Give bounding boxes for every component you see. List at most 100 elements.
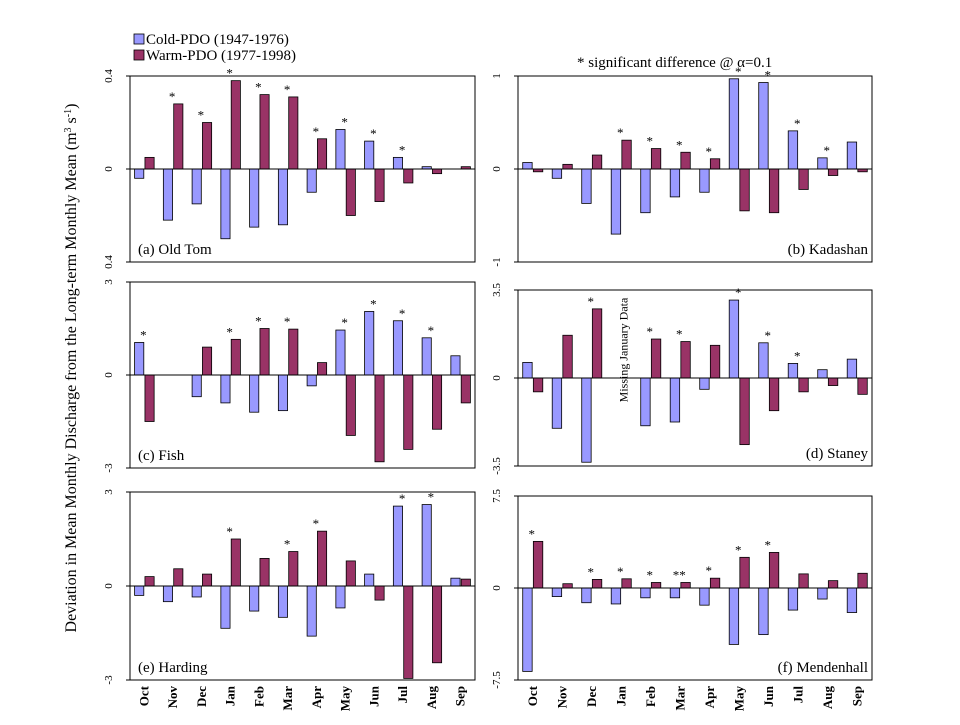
- significance-star: *: [647, 134, 654, 149]
- y-tick-label: -3: [103, 675, 115, 685]
- month-label-may: May: [338, 686, 353, 712]
- bar-cold-nov: [551, 168, 563, 179]
- y-tick-label: 0: [103, 583, 115, 589]
- bar-cold-dec: [581, 377, 592, 463]
- significance-star: *: [284, 537, 291, 552]
- bar-warm-jun: [768, 552, 780, 589]
- bar-cold-jun: [758, 587, 769, 636]
- significance-note: * significant difference @ α=0.1: [577, 55, 772, 71]
- bar-cold-dec: [581, 587, 592, 604]
- significance-star: *: [198, 108, 205, 123]
- y-tick-label: 0.4: [103, 69, 115, 83]
- missing-data-note: Missing January Data: [616, 297, 630, 402]
- panel-old-tom: * * * * * * * * * 0.4 0 0.4 (a) Old Tom: [103, 66, 476, 269]
- bar-warm-jul: [798, 168, 809, 190]
- month-label-jan: Jan: [613, 685, 628, 706]
- bar-cold-feb: [640, 377, 651, 427]
- bar-warm-may: [345, 168, 356, 216]
- bar-warm-aug: [432, 585, 443, 664]
- significance-star: *: [313, 124, 320, 139]
- bar-warm-aug: [827, 168, 839, 176]
- bar-warm-mar: [680, 582, 691, 589]
- bar-warm-dec: [591, 579, 603, 589]
- bar-warm-dec: [591, 308, 603, 379]
- bar-cold-jul: [787, 363, 799, 379]
- y-tick-label: -7.5: [491, 671, 503, 689]
- bar-warm-may: [345, 374, 356, 436]
- panel-label: (a) Old Tom: [138, 242, 212, 258]
- y-tick-label: 0: [491, 585, 503, 591]
- significance-star: *: [617, 125, 624, 140]
- significance-star: *: [370, 126, 377, 141]
- significance-star: *: [765, 68, 772, 83]
- bar-warm-jun: [374, 585, 385, 601]
- bar-warm-jan: [230, 538, 241, 587]
- bar-warm-jul: [798, 573, 809, 589]
- bar-warm-nov: [562, 583, 573, 589]
- significance-star: *: [226, 324, 233, 339]
- month-label-feb: Feb: [643, 686, 658, 707]
- bar-cold-dec: [191, 585, 202, 598]
- bar-warm-sep: [460, 374, 471, 404]
- bar-cold-may: [728, 299, 740, 379]
- panels: **** *****0.400.4(a) Old Tom** * ** ***10-1(…: [103, 64, 873, 712]
- y-tick-label: 0: [103, 166, 115, 172]
- bar-warm-jul: [403, 168, 414, 184]
- bar-warm-apr: [709, 158, 721, 170]
- month-label-dec: Dec: [194, 686, 209, 707]
- y-tick-label: -1: [491, 257, 503, 266]
- bar-cold-jul: [392, 505, 403, 587]
- significance-star: *: [735, 542, 742, 557]
- bar-cold-jul: [787, 587, 799, 611]
- panel-label: (c) Fish: [138, 448, 185, 464]
- bar-cold-jan: [220, 585, 231, 629]
- bar-warm-jan: [230, 338, 241, 376]
- significance-star: *: [617, 564, 624, 579]
- bar-warm-oct: [144, 576, 155, 587]
- bar-warm-oct: [532, 540, 544, 589]
- significance-star: *: [588, 564, 595, 579]
- significance-star: *: [341, 114, 348, 129]
- significance-star: *: [794, 348, 801, 363]
- bar-cold-jun: [364, 573, 375, 587]
- y-tick-label: 3.5: [491, 283, 503, 297]
- y-tick-label: 0: [491, 375, 503, 381]
- bar-cold-oct: [522, 587, 533, 672]
- significance-star: *: [313, 516, 320, 531]
- bar-cold-apr: [699, 168, 710, 193]
- y-tick-label: -3: [103, 463, 115, 473]
- panel-staney: * * * * * * 3.5 0 -3.5 (d) Staney Missing January …: [491, 283, 873, 475]
- bar-warm-apr: [317, 362, 328, 376]
- bar-cold-sep: [846, 358, 858, 379]
- bar-warm-sep: [460, 578, 471, 587]
- significance-star: *: [824, 143, 831, 158]
- bar-warm-may: [739, 168, 750, 212]
- bar-cold-jul: [392, 156, 403, 170]
- significance-star: *: [169, 89, 176, 104]
- bar-warm-aug: [432, 168, 443, 175]
- bar-warm-sep: [857, 572, 868, 589]
- significance-star: *: [284, 314, 291, 329]
- bar-warm-nov: [173, 103, 184, 170]
- bar-cold-aug: [421, 337, 432, 376]
- bar-cold-oct: [134, 168, 145, 179]
- panel-kadashan: * * * * * * * * 1 0 -1 (b) Kadashan: [491, 64, 873, 267]
- bar-cold-aug: [817, 587, 828, 600]
- bar-warm-jun: [374, 374, 385, 463]
- bar-cold-jul: [392, 320, 403, 376]
- bar-cold-jun: [758, 82, 769, 170]
- bar-warm-jan: [230, 80, 241, 170]
- bar-cold-oct: [134, 585, 145, 596]
- bar-warm-dec: [202, 346, 213, 376]
- bar-warm-may: [345, 560, 356, 587]
- bar-warm-mar: [288, 328, 299, 376]
- bar-cold-apr: [306, 168, 317, 193]
- bar-cold-jun: [364, 140, 375, 170]
- bar-cold-jun: [364, 311, 375, 376]
- y-tick-label: -3.5: [491, 457, 503, 475]
- bar-warm-aug: [827, 580, 839, 589]
- bar-cold-apr: [306, 585, 317, 637]
- bar-cold-dec: [191, 168, 202, 205]
- significance-star: *: [226, 66, 233, 81]
